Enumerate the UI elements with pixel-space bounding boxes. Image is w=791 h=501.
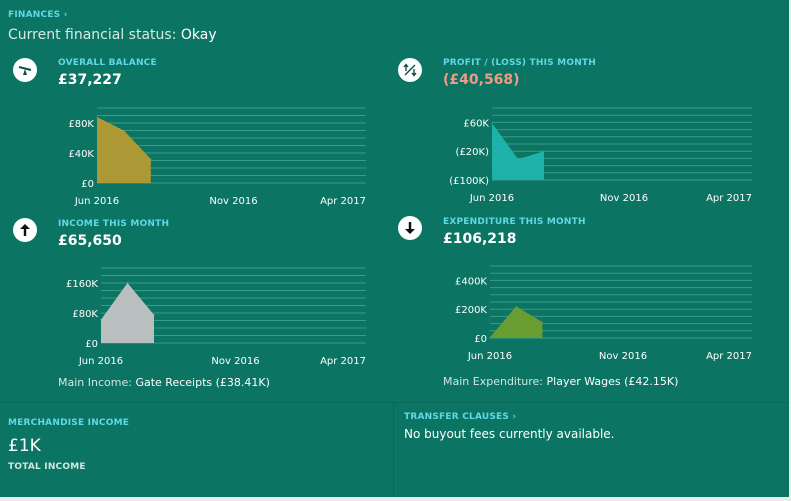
- y-tick-label: £80K: [72, 309, 98, 320]
- balance-point: [96, 116, 98, 118]
- balance-value: £37,227: [58, 72, 122, 88]
- chevron-right-icon: ›: [63, 10, 68, 20]
- y-tick-label: £0: [85, 339, 98, 350]
- y-tick-label: £60K: [463, 118, 489, 129]
- x-tick-label: Jun 2016: [74, 196, 119, 207]
- profit-point: [543, 150, 545, 152]
- transfer-arrows-icon: [398, 58, 422, 82]
- x-tick-label: Nov 2016: [600, 193, 648, 204]
- main-expenditure-label: Main Expenditure:: [443, 375, 544, 388]
- right-edge: [789, 0, 791, 501]
- arrow-down-icon: [398, 216, 422, 240]
- arrow-up-icon: [13, 218, 37, 242]
- transfer-clauses-link[interactable]: TRANSFER CLAUSES ›: [404, 412, 516, 422]
- x-tick-label: Jun 2016: [469, 193, 514, 204]
- balance-chart: £0 £40K £80K Jun 2016 Nov 2016 Apr 2017: [0, 98, 370, 210]
- main-expenditure: Main Expenditure: Player Wages (£42.15K): [443, 375, 678, 388]
- x-tick-label: Apr 2017: [706, 193, 752, 204]
- x-tick-label: Apr 2017: [706, 351, 752, 362]
- x-tick-label: Jun 2016: [467, 351, 512, 362]
- profit-chart-svg: (£100K) (£20K) £60K Jun 2016 Nov 2016 Apr 201…: [449, 107, 752, 204]
- expenditure-area: [490, 306, 543, 338]
- y-tick-label: £200K: [455, 305, 487, 316]
- income-point: [100, 319, 102, 321]
- profit-point: [491, 122, 493, 124]
- transfer-clauses-text: No buyout fees currently available.: [404, 427, 615, 441]
- expenditure-chart-svg: £0 £200K £400K Jun 2016 Nov 2016 Apr 2017: [455, 265, 752, 362]
- finances-link-label: FINANCES: [8, 10, 61, 20]
- income-point: [127, 282, 128, 284]
- status-label: Current financial status:: [8, 27, 177, 43]
- column-divider: [393, 403, 394, 501]
- chevron-right-icon: ›: [512, 412, 517, 422]
- x-tick-label: Jun 2016: [78, 356, 123, 367]
- merch-label: MERCHANDISE INCOME: [8, 418, 130, 428]
- x-tick-label: Nov 2016: [211, 356, 259, 367]
- merch-value: £1K: [8, 436, 41, 456]
- expenditure-value: £106,218: [443, 231, 517, 247]
- y-tick-label: (£100K): [449, 176, 489, 187]
- transfer-clauses-link-label: TRANSFER CLAUSES: [404, 412, 510, 422]
- main-expenditure-value: Player Wages (£42.15K): [546, 375, 679, 388]
- y-tick-label: £0: [81, 179, 94, 190]
- profit-area: [492, 123, 544, 180]
- income-label: INCOME THIS MONTH: [58, 219, 170, 229]
- expenditure-chart: £0 £200K £400K Jun 2016 Nov 2016 Apr 2017: [392, 256, 762, 368]
- status-value: Okay: [180, 27, 217, 43]
- y-tick-label: £80K: [68, 119, 94, 130]
- profit-value: (£40,568): [443, 72, 520, 88]
- income-chart: £0 £80K £160K Jun 2016 Nov 2016 Apr 2017: [0, 258, 370, 370]
- profit-label: PROFIT / (LOSS) THIS MONTH: [443, 58, 596, 68]
- bottom-edge: [0, 497, 791, 501]
- y-tick-label: £400K: [455, 276, 487, 287]
- section-divider: [0, 402, 791, 403]
- income-chart-svg: £0 £80K £160K Jun 2016 Nov 2016 Apr 2017: [66, 267, 366, 367]
- balance-label: OVERALL BALANCE: [58, 58, 157, 68]
- expenditure-point: [541, 321, 543, 323]
- profit-point: [517, 158, 519, 160]
- expenditure-point: [515, 305, 517, 307]
- balance-chart-svg: £0 £40K £80K Jun 2016 Nov 2016 Apr 2017: [68, 107, 366, 207]
- income-area: [101, 283, 154, 343]
- y-tick-label: £0: [474, 334, 487, 345]
- x-tick-label: Apr 2017: [320, 196, 366, 207]
- profit-chart: (£100K) (£20K) £60K Jun 2016 Nov 2016 Apr 201…: [392, 98, 762, 210]
- financial-status: Current financial status: Okay: [8, 27, 217, 43]
- y-tick-label: £160K: [66, 279, 98, 290]
- x-tick-label: Nov 2016: [209, 196, 257, 207]
- balance-point: [150, 158, 152, 160]
- expenditure-point: [489, 336, 491, 338]
- x-tick-label: Apr 2017: [320, 356, 366, 367]
- main-income-value: Gate Receipts (£38.41K): [135, 376, 270, 389]
- y-tick-label: (£20K): [456, 147, 490, 158]
- income-point: [153, 314, 155, 316]
- main-income: Main Income: Gate Receipts (£38.41K): [58, 376, 270, 389]
- balance-area: [97, 117, 151, 183]
- finances-link[interactable]: FINANCES ›: [8, 10, 68, 20]
- y-tick-label: £40K: [68, 149, 94, 160]
- balance-point: [123, 130, 125, 131]
- x-tick-label: Nov 2016: [599, 351, 647, 362]
- expenditure-label: EXPENDITURE THIS MONTH: [443, 217, 586, 227]
- merch-sub: TOTAL INCOME: [8, 462, 86, 472]
- income-value: £65,650: [58, 233, 122, 249]
- main-income-label: Main Income:: [58, 376, 132, 389]
- seesaw-icon: [13, 58, 37, 82]
